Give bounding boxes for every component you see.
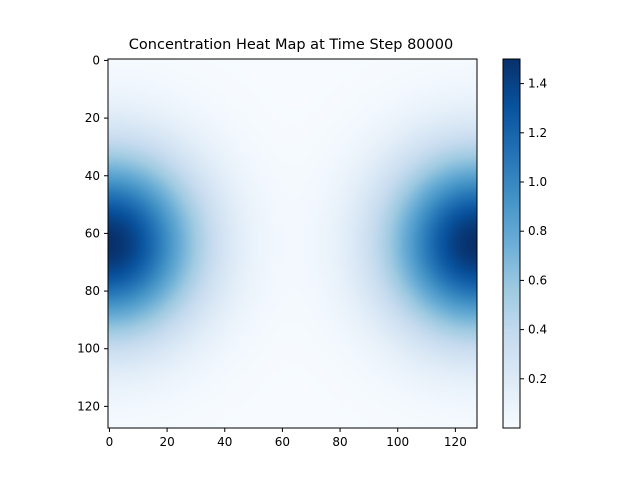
y-tick-label: 100	[77, 342, 100, 356]
colorbar-tick-label: 1.4	[528, 77, 547, 91]
colorbar-tick-label: 0.4	[528, 323, 547, 337]
x-tick-label: 120	[444, 435, 467, 449]
colorbar-tick-label: 0.6	[528, 273, 547, 287]
plot-frame	[107, 58, 478, 429]
y-tick-label: 40	[85, 169, 100, 183]
heatmap-plot-area	[108, 59, 477, 428]
y-tick-label: 80	[85, 284, 100, 298]
y-axis: 0 20 40 60 80 100 120	[77, 53, 108, 413]
chart-title: Concentration Heat Map at Time Step 8000…	[129, 37, 453, 53]
x-tick-label: 20	[159, 435, 174, 449]
x-tick-label: 0	[106, 435, 114, 449]
colorbar-tick-label: 0.2	[528, 372, 547, 386]
y-tick-label: 120	[77, 399, 100, 413]
colorbar	[502, 58, 521, 429]
x-tick-label: 100	[386, 435, 409, 449]
y-tick-label: 20	[85, 111, 100, 125]
colorbar-axis: 0.2 0.4 0.6 0.8 1.0 1.2 1.4	[520, 77, 547, 386]
heatmap-image	[108, 59, 477, 428]
x-tick-label: 60	[275, 435, 290, 449]
colorbar-tick-label: 0.8	[528, 224, 547, 238]
colorbar-tick-label: 1.2	[528, 126, 547, 140]
colorbar-tick-label: 1.0	[528, 175, 547, 189]
y-tick-label: 60	[85, 226, 100, 240]
x-tick-label: 80	[332, 435, 347, 449]
x-axis: 0 20 40 60 80 100 120	[106, 428, 467, 449]
y-tick-label: 0	[92, 53, 100, 67]
x-tick-label: 40	[217, 435, 232, 449]
